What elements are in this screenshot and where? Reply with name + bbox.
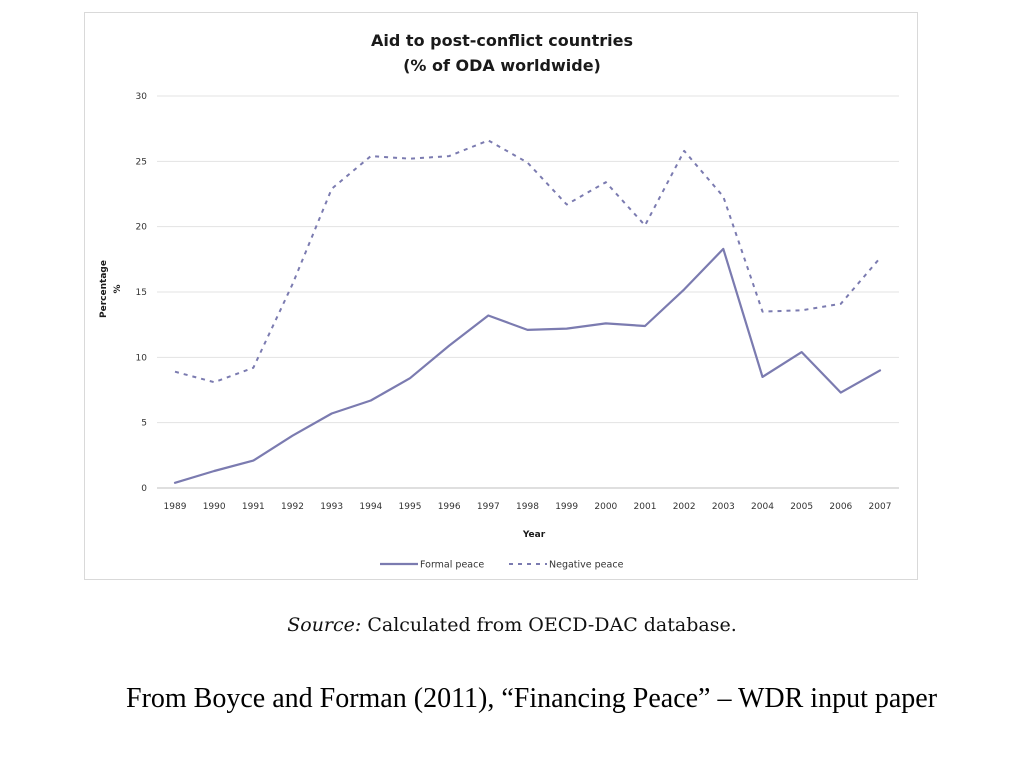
- y-tick-label: 30: [136, 92, 148, 102]
- y-tick-labels: 0 5 10 15 20 25 30: [136, 92, 148, 494]
- series-line-formal-peace: [173, 247, 882, 484]
- citation-text: From Boyce and Forman (2011), “Financing…: [126, 683, 938, 714]
- chart-title-line-1: Aid to post-conflict countries: [371, 31, 633, 50]
- y-tick-label: 25: [136, 157, 147, 167]
- x-tick-label: 1993: [320, 502, 343, 512]
- legend-entry-label: Negative peace: [549, 560, 624, 571]
- source-label: Source:: [287, 614, 362, 636]
- y-tick-label: 5: [141, 419, 147, 429]
- x-tick-label: 2003: [712, 502, 735, 512]
- x-tick-label: 1990: [203, 502, 226, 512]
- x-axis-label: Year: [522, 530, 546, 540]
- grid-layer: [157, 95, 899, 489]
- series-line-negative-peace: [174, 139, 881, 384]
- x-tick-label: 1997: [477, 502, 500, 512]
- y-tick-label: 15: [136, 288, 147, 298]
- x-tick-label: 2002: [673, 502, 696, 512]
- x-tick-label: 2000: [594, 502, 617, 512]
- y-tick-label: 0: [141, 484, 147, 494]
- x-tick-label: 2001: [634, 502, 657, 512]
- x-tick-label: 1995: [399, 502, 422, 512]
- x-tick-label: 1996: [438, 502, 461, 512]
- x-tick-label: 1992: [281, 502, 304, 512]
- source-note: Source: Calculated from OECD-DAC databas…: [0, 614, 1024, 636]
- x-tick-label: 2007: [869, 502, 892, 512]
- legend-entry-label: Formal peace: [420, 560, 484, 571]
- y-tick-label: 10: [136, 353, 148, 363]
- x-tick-label: 1991: [242, 502, 265, 512]
- y-axis-label-line-2: %: [113, 284, 123, 293]
- x-tick-labels: 1989 1990 1991 1992 1993 1994 1995 1996 1997 1998…: [164, 502, 892, 512]
- chart-title-line-2: (% of ODA worldwide): [403, 56, 601, 75]
- x-tick-label: 2004: [751, 502, 774, 512]
- line-chart: Aid to post-conflict countries (% of ODA…: [99, 31, 899, 571]
- source-text: Calculated from OECD-DAC database.: [361, 614, 737, 636]
- chart-frame: Aid to post-conflict countries (% of ODA…: [84, 12, 918, 580]
- x-tick-label: 1989: [164, 502, 187, 512]
- y-axis-label-line-1: Percentage: [99, 260, 109, 318]
- y-tick-label: 20: [136, 223, 148, 233]
- x-tick-label: 2006: [829, 502, 852, 512]
- series-layer: [173, 139, 882, 484]
- x-tick-label: 2005: [790, 502, 813, 512]
- x-tick-label: 1994: [359, 502, 382, 512]
- x-tick-label: 1998: [516, 502, 539, 512]
- legend: Formal peace Negative peace: [380, 560, 624, 571]
- x-tick-label: 1999: [555, 502, 578, 512]
